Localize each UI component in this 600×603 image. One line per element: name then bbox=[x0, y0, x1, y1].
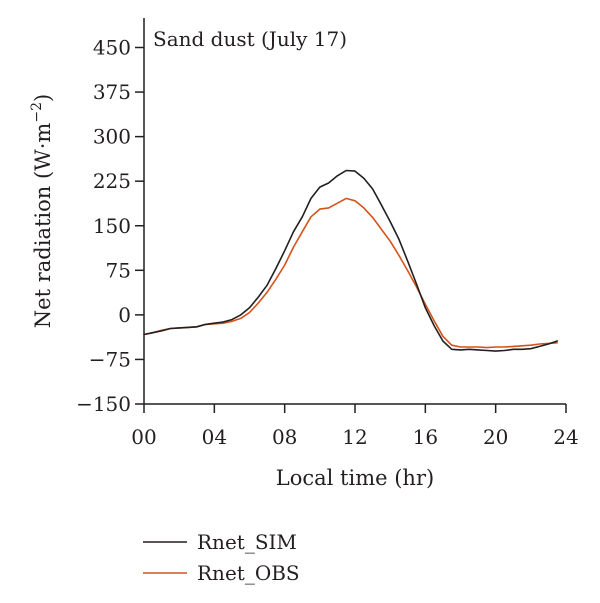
y-axis-title-superscript: −2 bbox=[29, 102, 45, 123]
y-axis-title: Net radiation (W·m−2) bbox=[29, 94, 55, 328]
y-axis: −150 −75 0 75 150 225 300 375 450 bbox=[76, 18, 145, 416]
x-tick-label: 16 bbox=[413, 425, 438, 449]
y-tick-label: 300 bbox=[93, 125, 131, 149]
y-tick-label: 150 bbox=[93, 214, 131, 238]
y-axis-title-close: ) bbox=[31, 94, 55, 102]
y-tick-label: 375 bbox=[93, 80, 131, 104]
legend-item-sim: Rnet_SIM bbox=[143, 530, 297, 554]
x-tick-label: 08 bbox=[272, 425, 297, 449]
x-tick-label: 04 bbox=[202, 425, 227, 449]
x-tick-label: 24 bbox=[553, 425, 578, 449]
y-tick-label: 450 bbox=[93, 36, 131, 60]
x-axis: 00 04 08 12 16 20 24 bbox=[131, 403, 579, 449]
legend-item-obs: Rnet_OBS bbox=[143, 561, 300, 585]
chart-title: Sand dust (July 17) bbox=[153, 27, 347, 51]
legend-label-obs: Rnet_OBS bbox=[197, 561, 300, 585]
legend: Rnet_SIM Rnet_OBS bbox=[143, 530, 300, 585]
y-tick-label: −150 bbox=[76, 392, 131, 416]
x-tick-label: 00 bbox=[131, 425, 156, 449]
x-tick-label: 20 bbox=[483, 425, 508, 449]
y-ticks: −150 −75 0 75 150 225 300 375 450 bbox=[76, 36, 144, 416]
series-layer bbox=[143, 169, 559, 352]
x-axis-title: Local time (hr) bbox=[276, 466, 434, 490]
y-tick-label: −75 bbox=[89, 347, 131, 371]
series-line-rnet-sim bbox=[143, 169, 559, 352]
y-axis-title-main: Net radiation (W·m bbox=[31, 123, 55, 329]
x-ticks: 00 04 08 12 16 20 24 bbox=[131, 404, 579, 449]
x-tick-label: 12 bbox=[342, 425, 367, 449]
series-line-rnet-obs bbox=[143, 197, 559, 349]
y-tick-label: 225 bbox=[93, 169, 131, 193]
y-tick-label: 0 bbox=[118, 303, 131, 327]
y-tick-label: 75 bbox=[106, 258, 131, 282]
legend-label-sim: Rnet_SIM bbox=[197, 530, 297, 554]
